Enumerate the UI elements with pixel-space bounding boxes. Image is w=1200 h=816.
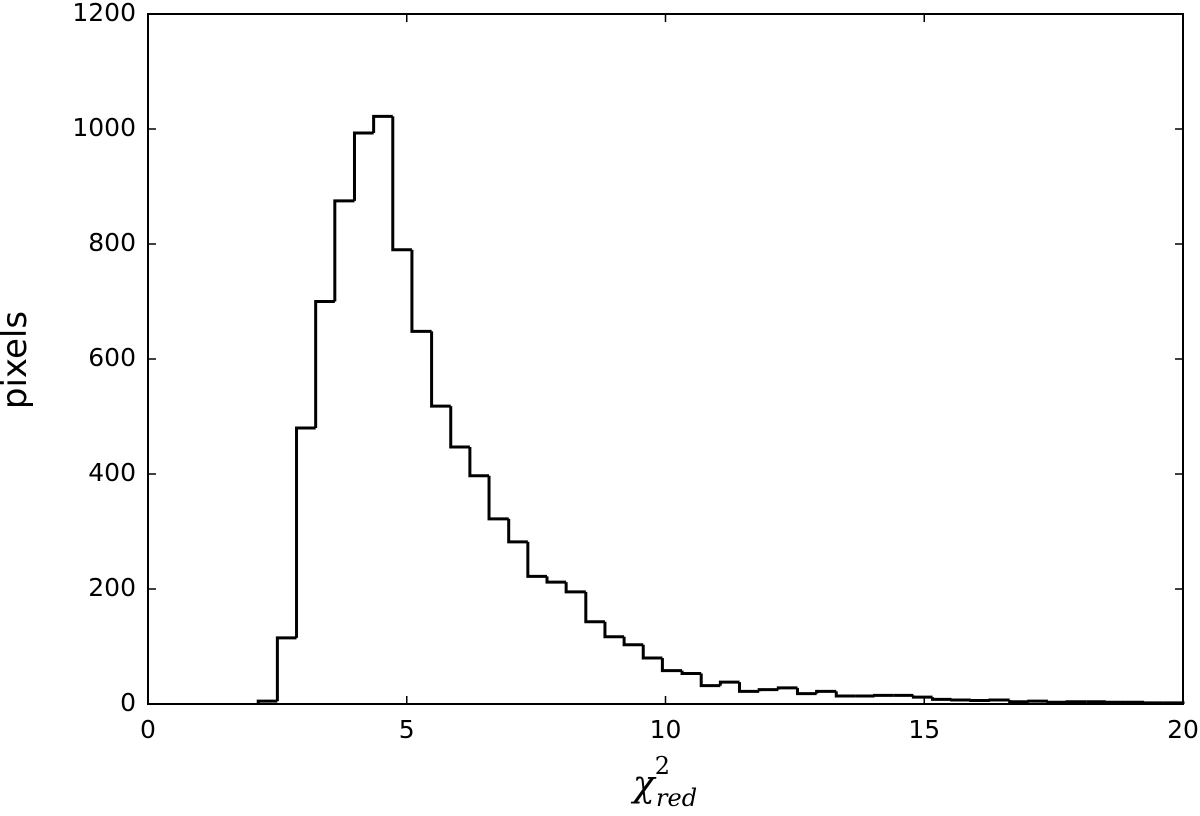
x-label-sub: red xyxy=(656,784,697,812)
histogram-bin xyxy=(487,475,509,521)
histogram-bin xyxy=(1046,700,1068,704)
histogram-bin xyxy=(931,697,952,701)
histogram-bin xyxy=(660,658,683,673)
histogram-bin xyxy=(1065,700,1087,704)
histogram-bin xyxy=(314,300,335,428)
histogram-bin xyxy=(680,670,702,676)
histogram-bin xyxy=(449,406,470,449)
histogram-bin xyxy=(757,688,779,692)
histogram-bin xyxy=(352,131,374,201)
histogram-bin xyxy=(1008,699,1029,704)
histogram-bin xyxy=(911,695,933,699)
y-tick-label: 600 xyxy=(88,343,136,372)
histogram-bin xyxy=(622,636,644,647)
x-label-sup: 2 xyxy=(655,752,670,780)
histogram-bin xyxy=(1027,699,1048,703)
histogram-bin xyxy=(969,699,990,703)
histogram-bin xyxy=(988,698,1010,702)
histogram-bin xyxy=(526,541,547,578)
y-tick-label: 800 xyxy=(88,228,136,257)
histogram-bin xyxy=(603,621,625,639)
x-tick-label: 0 xyxy=(140,715,156,744)
y-tick-label: 400 xyxy=(88,458,136,487)
histogram-bin xyxy=(391,116,412,252)
y-tick-label: 1200 xyxy=(72,0,136,27)
histogram-bin xyxy=(1104,700,1126,704)
x-tick-label: 20 xyxy=(1167,715,1199,744)
histogram-bin xyxy=(584,591,605,624)
histogram-bin xyxy=(545,576,567,584)
histogram-bin xyxy=(410,249,432,333)
x-tick-label: 10 xyxy=(650,715,682,744)
histogram-bin xyxy=(718,680,740,686)
y-tick-label: 200 xyxy=(88,573,136,602)
histogram-bin xyxy=(275,636,297,702)
histogram-bin xyxy=(295,426,316,638)
x-axis-label: χ2 red xyxy=(630,752,697,812)
x-label-base: χ xyxy=(630,764,657,805)
plot-frame xyxy=(147,13,1184,705)
x-tick-label: 15 xyxy=(908,715,940,744)
histogram-bin xyxy=(699,673,721,688)
histogram-bin xyxy=(333,199,355,302)
histogram-bin xyxy=(430,331,451,408)
x-tick-label: 5 xyxy=(399,715,415,744)
histogram-bin xyxy=(776,686,798,690)
histogram-bin xyxy=(873,693,894,697)
y-tick-label: 0 xyxy=(120,688,136,717)
histogram-bin xyxy=(738,682,760,693)
histogram-bin xyxy=(1142,701,1164,705)
histogram-bin xyxy=(834,691,856,698)
histogram-bin xyxy=(507,518,528,544)
y-tick-label: 1000 xyxy=(72,113,136,142)
histogram-bin xyxy=(564,582,586,594)
histogram-bin xyxy=(795,687,817,696)
histogram-bin xyxy=(815,689,837,694)
histogram-bin xyxy=(372,114,393,134)
y-axis-label: pixels xyxy=(0,311,35,409)
histogram-bin xyxy=(950,698,971,702)
histogram-bin xyxy=(468,446,490,478)
histogram-bin xyxy=(641,644,663,660)
